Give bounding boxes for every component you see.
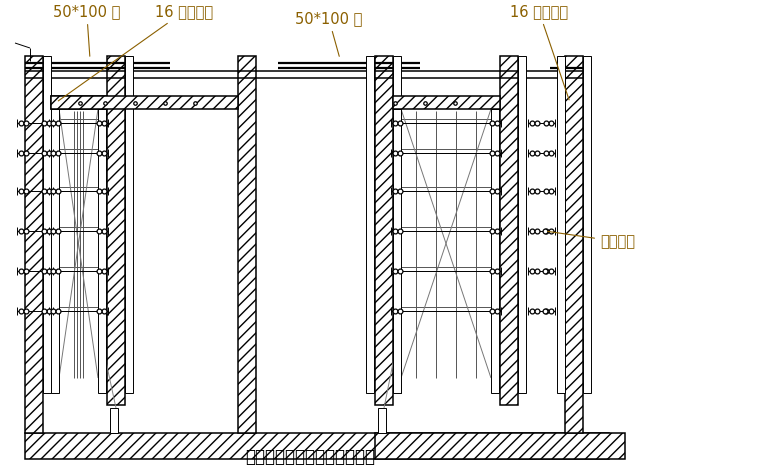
Bar (125, 56, 133, 393)
Bar (375, 56, 393, 405)
Bar (378, 408, 386, 433)
Bar (25, 56, 43, 433)
Text: 16 厚胶合板: 16 厚胶合板 (59, 4, 213, 101)
Text: 50*100 楞: 50*100 楞 (295, 11, 363, 57)
Bar (25, 433, 609, 459)
Bar (107, 56, 125, 405)
Bar (491, 109, 499, 393)
Bar (110, 408, 118, 433)
Text: 50*100 楞: 50*100 楞 (53, 4, 120, 56)
Bar (98, 109, 106, 393)
Text: 16 厚胶合板: 16 厚胶合板 (510, 4, 569, 100)
Bar (375, 433, 625, 459)
Bar (51, 109, 59, 393)
Bar (583, 56, 591, 393)
Text: 外墙、内墙模板及支撑示意图: 外墙、内墙模板及支撑示意图 (245, 448, 375, 466)
Bar (238, 56, 256, 433)
Bar (565, 56, 583, 433)
Bar (500, 56, 518, 405)
Bar (393, 56, 401, 393)
Bar (393, 109, 401, 393)
Bar (518, 56, 526, 393)
Bar (43, 56, 51, 393)
Bar (557, 56, 565, 393)
Bar (366, 56, 374, 393)
Text: 止水螺杆: 止水螺杆 (548, 231, 635, 249)
Bar (51, 96, 238, 109)
Bar (393, 96, 500, 109)
Bar (51, 96, 107, 109)
